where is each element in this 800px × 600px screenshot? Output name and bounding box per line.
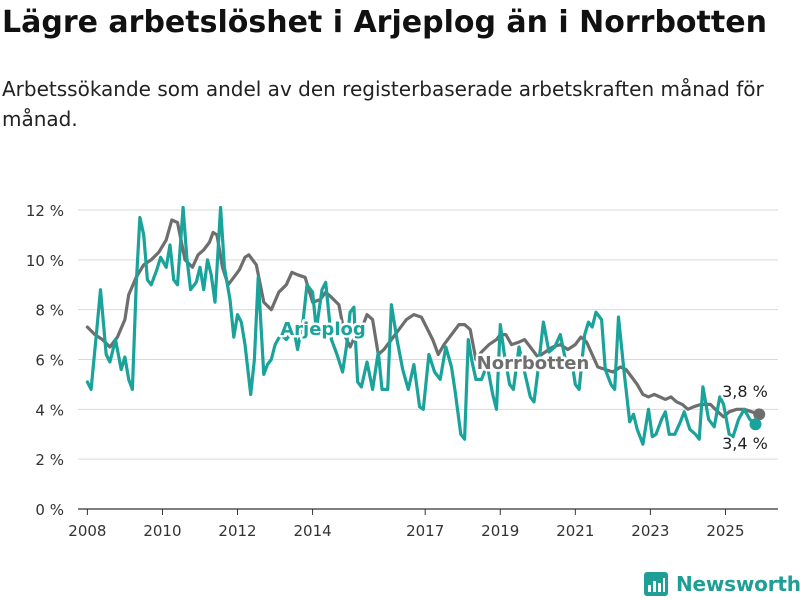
series-line-norrbotten (85, 218, 761, 419)
series-label-norrbotten: Norrbotten (477, 353, 590, 374)
newsworthy-logo-icon (644, 572, 668, 596)
y-tick-label: 2 % (35, 451, 64, 469)
x-tick-label: 2023 (631, 522, 669, 540)
x-tick-label: 2008 (68, 522, 106, 540)
x-tick-label: 2017 (406, 522, 444, 540)
y-tick-label: 12 % (26, 202, 64, 220)
y-tick-label: 8 % (35, 302, 64, 320)
x-tick-label: 2014 (293, 522, 331, 540)
x-tick-label: 2021 (556, 522, 594, 540)
end-value-label-arjeplog: 3,4 % (722, 434, 768, 453)
series-label-arjeplog: Arjeplog (280, 319, 366, 340)
series-labels: Arjeplog Norrbotten 3,8 % 3,4 % (278, 317, 770, 456)
brand-logo: Newsworthy (644, 570, 800, 598)
y-tick-label: 6 % (35, 352, 64, 370)
brand-name: Newsworthy (676, 572, 800, 596)
chart-title: Lägre arbetslöshet i Arjeplog än i Norrb… (2, 5, 767, 40)
y-tick-label: 0 % (35, 501, 64, 519)
end-value-label-norrbotten: 3,8 % (722, 382, 768, 401)
x-tick-label: 2012 (218, 522, 256, 540)
y-axis-ticks: 0 % 2 % 4 % 6 % 8 % 10 % 12 % (26, 202, 64, 519)
series-line-arjeplog (85, 205, 758, 446)
chart-subtitle: Arbetssökande som andel av den registerb… (2, 77, 764, 131)
x-tick-label: 2010 (143, 522, 181, 540)
y-tick-label: 4 % (35, 401, 64, 419)
x-axis: 2008 2010 2012 2014 2017 2019 2021 2023 2025 (68, 509, 745, 540)
x-tick-label: 2019 (481, 522, 519, 540)
series-end-point-norrbotten (753, 408, 766, 421)
series-end-point-arjeplog (749, 418, 762, 431)
x-tick-label: 2025 (706, 522, 744, 540)
series-lines (85, 205, 766, 446)
y-tick-label: 10 % (26, 252, 64, 270)
